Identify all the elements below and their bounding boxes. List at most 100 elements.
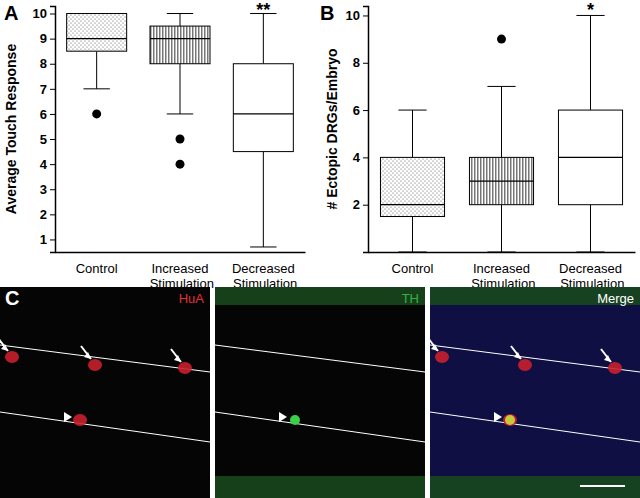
- y-tick: 4: [40, 157, 55, 172]
- arrow: [171, 349, 181, 362]
- cell: [435, 351, 449, 363]
- whisker-low: [501, 205, 502, 252]
- y-tick: 6: [40, 107, 55, 122]
- x-tick: Increased Stimulation: [146, 261, 214, 291]
- y-tick-label: 10: [33, 6, 47, 21]
- whisker-high: [180, 14, 181, 27]
- y-tick: 4: [353, 150, 368, 165]
- arrow-head: [431, 344, 438, 351]
- x-tick: Control: [76, 261, 118, 276]
- y-tick-mark: [50, 239, 55, 240]
- cell-th: [290, 415, 300, 425]
- y-tick-label: 2: [40, 207, 47, 222]
- arrow: [511, 346, 521, 359]
- x-tick-label: Decreased Stimulation: [557, 261, 625, 291]
- y-tick-label: 2: [353, 197, 360, 212]
- whisker-low: [180, 64, 181, 114]
- outlier: [497, 35, 506, 44]
- y-tick-mark: [363, 157, 368, 158]
- panel-letter: B: [320, 2, 334, 24]
- tissue-band-bottom: [215, 476, 425, 498]
- y-tick-label: 3: [40, 182, 47, 197]
- y-tick-label: 9: [40, 31, 47, 46]
- y-tick-mark: [363, 110, 368, 111]
- y-tick-mark: [50, 114, 55, 115]
- y-tick-label: 1: [40, 232, 47, 247]
- y-tick: 2: [353, 197, 368, 212]
- arrow-head: [1, 344, 8, 351]
- channel-label: TH: [402, 291, 419, 306]
- median: [558, 157, 622, 158]
- whisker-high: [590, 15, 591, 110]
- y-tick: 10: [346, 8, 368, 23]
- scale-bar: [580, 485, 625, 487]
- cell-th: [505, 415, 515, 425]
- x-tick-label: Control: [76, 261, 118, 276]
- whisker-low: [590, 205, 591, 252]
- box-body: [67, 14, 127, 52]
- boxes: [380, 15, 622, 252]
- cell: [5, 351, 19, 363]
- arrow-head: [84, 352, 91, 359]
- whisker-cap-low: [167, 113, 193, 114]
- whisker-low: [263, 152, 264, 247]
- y-tick-mark: [363, 63, 368, 64]
- box: [380, 110, 444, 252]
- box-body: [558, 110, 622, 205]
- y-tick-mark: [50, 39, 55, 40]
- whisker-cap-low: [576, 252, 604, 253]
- arrow: [601, 349, 611, 362]
- y-tick-label: 4: [40, 157, 48, 172]
- x-tick-label: Decreased Stimulation: [229, 261, 297, 291]
- whisker-cap-high: [398, 110, 426, 111]
- whisker-cap-low: [83, 88, 109, 89]
- x-tick: Decreased Stimulation: [557, 261, 625, 291]
- y-tick-mark: [50, 139, 55, 140]
- arrow-head: [604, 355, 611, 362]
- box: [150, 14, 210, 169]
- cell: [503, 414, 517, 426]
- y-tick: 2: [40, 207, 55, 222]
- cell: [73, 414, 87, 426]
- figure: AAverage Touch Response12345678910Contro…: [0, 0, 640, 498]
- y-tick-label: 10: [346, 8, 360, 23]
- x-tick-label: Increased Stimulation: [146, 261, 214, 291]
- x-tick: Control: [392, 261, 434, 276]
- significance: **: [256, 0, 270, 20]
- y-tick-label: 5: [40, 132, 47, 147]
- image-tile: Merge: [428, 287, 640, 498]
- y-axis-line: [50, 7, 56, 253]
- box-body: [380, 157, 444, 216]
- y-tick-mark: [363, 15, 368, 16]
- image-background: [215, 287, 425, 498]
- arrow: [428, 338, 438, 351]
- tissue-band-top: [430, 287, 640, 305]
- median: [67, 38, 127, 39]
- y-axis-title: Average Touch Response: [3, 44, 19, 215]
- arrow: [81, 346, 91, 359]
- tissue-band-bottom: [430, 476, 640, 498]
- y-tick-mark: [50, 164, 55, 165]
- arrow: [0, 338, 8, 351]
- median: [380, 204, 444, 205]
- x-tick: Decreased Stimulation: [229, 261, 297, 291]
- panel-chart: AAverage Touch Response12345678910Contro…: [3, 0, 306, 291]
- x-axis-line: [369, 252, 636, 254]
- boxes: [67, 14, 294, 247]
- outlier: [92, 109, 101, 118]
- median: [469, 180, 533, 181]
- y-tick-mark: [50, 89, 55, 90]
- image-background: [0, 287, 210, 498]
- channel-label: HuA: [179, 291, 205, 306]
- guide-line: [0, 412, 210, 442]
- y-tick: 8: [40, 56, 55, 71]
- whisker-cap-low: [250, 246, 276, 247]
- y-tick-label: 8: [40, 56, 47, 71]
- significance: *: [587, 0, 594, 20]
- arrowhead-marker: [279, 412, 287, 422]
- guide-line: [215, 345, 425, 372]
- cell: [178, 362, 192, 374]
- y-tick: 9: [40, 31, 55, 46]
- y-axis-line: [363, 7, 369, 253]
- x-tick-label: Control: [392, 261, 434, 276]
